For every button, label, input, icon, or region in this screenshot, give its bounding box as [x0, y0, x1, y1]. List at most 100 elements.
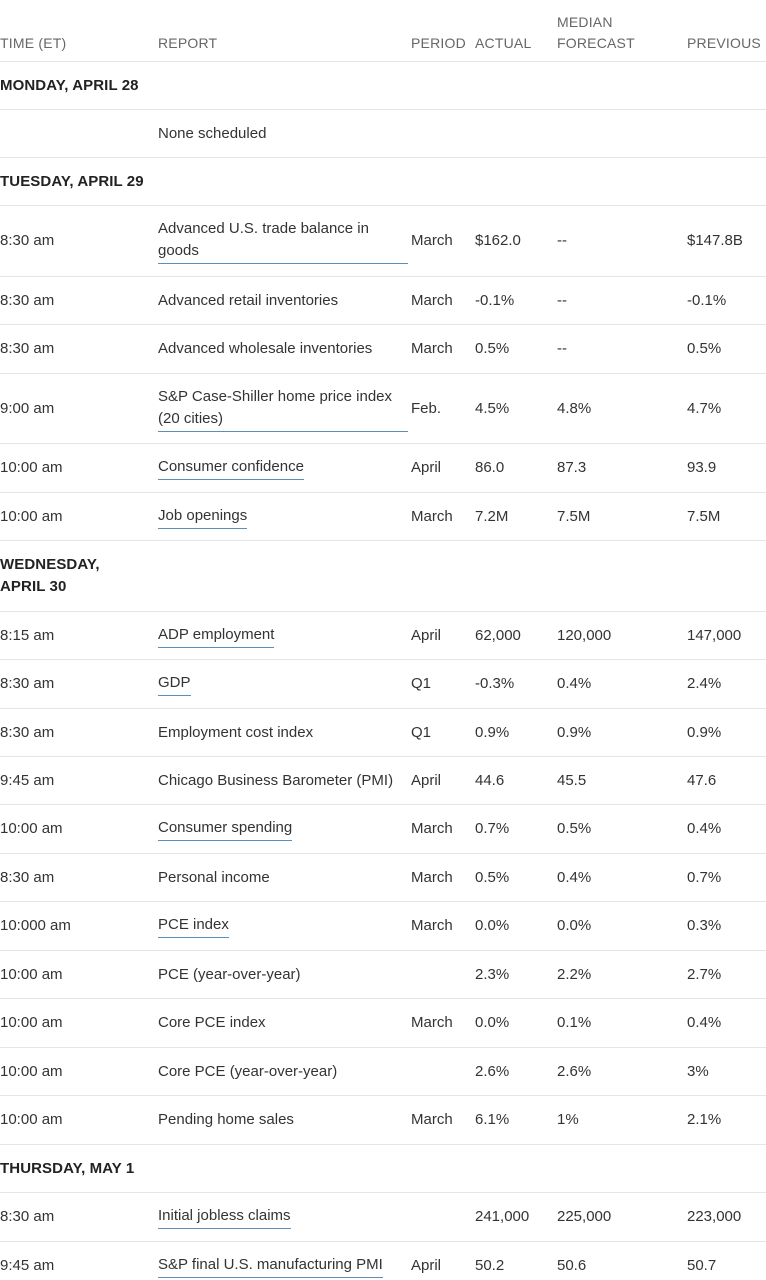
report-link[interactable]: Job openings: [158, 505, 248, 529]
time-cell: 8:30 am: [0, 291, 55, 309]
header-previous: PREVIOUS: [687, 35, 761, 51]
day-heading-thursday: THURSDAY, MAY 1: [0, 1145, 766, 1193]
header-forecast-line1: MEDIAN: [557, 14, 613, 30]
report-name: Advanced wholesale inventories: [158, 340, 373, 357]
forecast-cell: 0.0%: [557, 917, 592, 934]
forecast-cell: 2.2%: [557, 965, 592, 983]
actual-cell: 0.0%: [475, 1014, 510, 1031]
forecast-cell: 0.4%: [557, 868, 592, 886]
actual-cell: 86.0: [475, 459, 505, 476]
header-report: REPORT: [158, 35, 218, 51]
time-cell: 8:30 am: [0, 868, 55, 886]
forecast-cell: --: [557, 291, 567, 309]
day-label-line1: WEDNESDAY,: [0, 556, 100, 573]
header-period: PERIOD: [411, 35, 466, 51]
forecast-cell: 2.6%: [557, 1062, 592, 1080]
time-cell: 10:00 am: [0, 507, 63, 525]
report-name: PCE (year-over-year): [158, 965, 301, 983]
previous-cell: 7.5M: [687, 507, 721, 525]
forecast-cell: 0.4%: [557, 675, 592, 692]
table-row: 10:00 am Core PCE index March 0.0% 0.1% …: [0, 999, 766, 1048]
previous-cell: 147,000: [687, 626, 742, 644]
actual-cell: $162.0: [475, 232, 521, 249]
time-cell: 10:000 am: [0, 917, 71, 934]
table-header: TIME (ET) REPORT PERIOD ACTUAL MEDIAN FO…: [0, 0, 766, 62]
period-cell: March: [411, 291, 453, 309]
time-cell: 10:00 am: [0, 1062, 63, 1080]
time-cell: 9:00 am: [0, 399, 55, 417]
actual-cell: 0.0%: [475, 917, 510, 934]
forecast-cell: 50.6: [557, 1256, 587, 1274]
period-cell: April: [411, 1256, 442, 1274]
period-cell: March: [411, 917, 453, 934]
time-cell: 8:30 am: [0, 1208, 55, 1225]
actual-cell: 7.2M: [475, 507, 509, 525]
table-row: 8:30 am Personal income March 0.5% 0.4% …: [0, 854, 766, 902]
period-cell: March: [411, 507, 453, 525]
previous-cell: 223,000: [687, 1208, 742, 1225]
table-row: 8:30 am Advanced retail inventories Marc…: [0, 277, 766, 325]
previous-cell: 50.7: [687, 1256, 717, 1274]
forecast-cell: 87.3: [557, 459, 587, 476]
time-cell: 9:45 am: [0, 771, 55, 789]
report-name: Core PCE index: [158, 1014, 266, 1031]
table-row: 10:00 am Consumer confidence April 86.0 …: [0, 444, 766, 493]
period-cell: March: [411, 868, 453, 886]
period-cell: March: [411, 340, 453, 357]
previous-cell: $147.8B: [687, 232, 743, 249]
previous-cell: 4.7%: [687, 399, 722, 417]
previous-cell: 47.6: [687, 771, 717, 789]
header-actual: ACTUAL: [475, 35, 532, 51]
forecast-cell: 0.9%: [557, 723, 592, 741]
period-cell: March: [411, 1111, 453, 1128]
report-name: Employment cost index: [158, 723, 314, 741]
day-label: THURSDAY, MAY 1: [0, 1159, 135, 1177]
period-cell: April: [411, 771, 442, 789]
header-forecast-line2: FORECAST: [557, 35, 635, 51]
period-cell: April: [411, 626, 442, 644]
actual-cell: 2.3%: [475, 965, 510, 983]
table-row: 8:30 am Advanced U.S. trade balance in g…: [0, 206, 766, 277]
previous-cell: 0.9%: [687, 723, 722, 741]
time-cell: 8:30 am: [0, 232, 55, 249]
report-name: None scheduled: [158, 124, 267, 142]
report-link[interactable]: GDP: [158, 672, 191, 696]
day-label-line2: APRIL 30: [0, 578, 67, 595]
table-row: 10:00 am Core PCE (year-over-year) 2.6% …: [0, 1048, 766, 1096]
period-cell: Q1: [411, 675, 432, 692]
time-cell: 10:00 am: [0, 1014, 63, 1031]
report-link[interactable]: Consumer confidence: [158, 456, 304, 480]
previous-cell: 0.7%: [687, 868, 722, 886]
report-link[interactable]: Consumer spending: [158, 817, 293, 841]
report-link[interactable]: S&P Case-Shiller home price index (20 ci…: [158, 386, 408, 432]
report-link[interactable]: Advanced U.S. trade balance in goods: [158, 218, 408, 264]
time-cell: 8:15 am: [0, 626, 55, 644]
report-link[interactable]: S&P final U.S. manufacturing PMI: [158, 1254, 383, 1278]
table-row: 8:30 am Advanced wholesale inventories M…: [0, 325, 766, 374]
report-name: Pending home sales: [158, 1111, 294, 1128]
day-heading-monday: MONDAY, APRIL 28: [0, 62, 766, 110]
report-link[interactable]: PCE index: [158, 914, 229, 938]
time-cell: 9:45 am: [0, 1256, 55, 1274]
report-link[interactable]: Initial jobless claims: [158, 1205, 291, 1229]
forecast-cell: 0.5%: [557, 820, 592, 837]
actual-cell: 4.5%: [475, 399, 510, 417]
report-link[interactable]: ADP employment: [158, 624, 275, 648]
table-row: 10:000 am PCE index March 0.0% 0.0% 0.3%: [0, 902, 766, 951]
actual-cell: 241,000: [475, 1208, 530, 1225]
day-label: TUESDAY, APRIL 29: [0, 172, 144, 190]
table-row: 8:30 am GDP Q1 -0.3% 0.4% 2.4%: [0, 660, 766, 709]
period-cell: March: [411, 820, 453, 837]
time-cell: 10:00 am: [0, 965, 63, 983]
actual-cell: 0.5%: [475, 340, 510, 357]
period-cell: Feb.: [411, 399, 442, 417]
time-cell: 8:30 am: [0, 675, 55, 692]
previous-cell: -0.1%: [687, 291, 727, 309]
actual-cell: 50.2: [475, 1256, 505, 1274]
table-row: None scheduled: [0, 110, 766, 158]
forecast-cell: 7.5M: [557, 507, 591, 525]
time-cell: 8:30 am: [0, 340, 55, 357]
actual-cell: 62,000: [475, 626, 521, 644]
actual-cell: -0.1%: [475, 291, 515, 309]
